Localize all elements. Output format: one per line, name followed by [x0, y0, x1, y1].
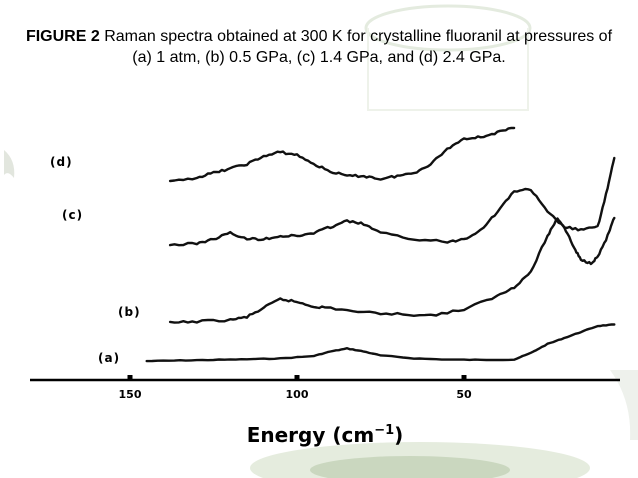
- x-axis-title-sup: −1: [374, 423, 394, 438]
- spectrum-line-b: [168, 216, 616, 324]
- x-tick-label-50: 50: [456, 388, 472, 401]
- x-axis-title-end: ): [394, 423, 403, 447]
- caption-text: Raman spectra obtained at 300 K for crys…: [104, 28, 613, 66]
- series-label-b: (b): [118, 305, 141, 319]
- spectrum-line-d: [168, 126, 516, 183]
- x-tick-100: [294, 375, 300, 381]
- x-tick-50: [461, 375, 467, 381]
- spectrum-line-a: [145, 323, 616, 363]
- figure-label: FIGURE 2: [25, 28, 100, 45]
- x-tick-label-100: 100: [286, 388, 309, 401]
- spectrum-line-c: [168, 156, 616, 247]
- series-label-d: (d): [50, 155, 73, 169]
- figure-caption: FIGURE 2 Raman spectra obtained at 300 K…: [20, 26, 618, 68]
- tick-layer: 150 100 50: [119, 375, 472, 401]
- x-tick-150: [127, 375, 133, 381]
- x-axis-title-main: Energy (cm: [247, 423, 374, 447]
- x-tick-label-150: 150: [119, 388, 142, 401]
- series-label-c: (c): [62, 208, 83, 222]
- x-axis-title: Energy (cm−1): [247, 423, 404, 447]
- series-layer: (a) (b) (c) (d): [50, 126, 616, 365]
- series-label-a: (a): [98, 351, 120, 365]
